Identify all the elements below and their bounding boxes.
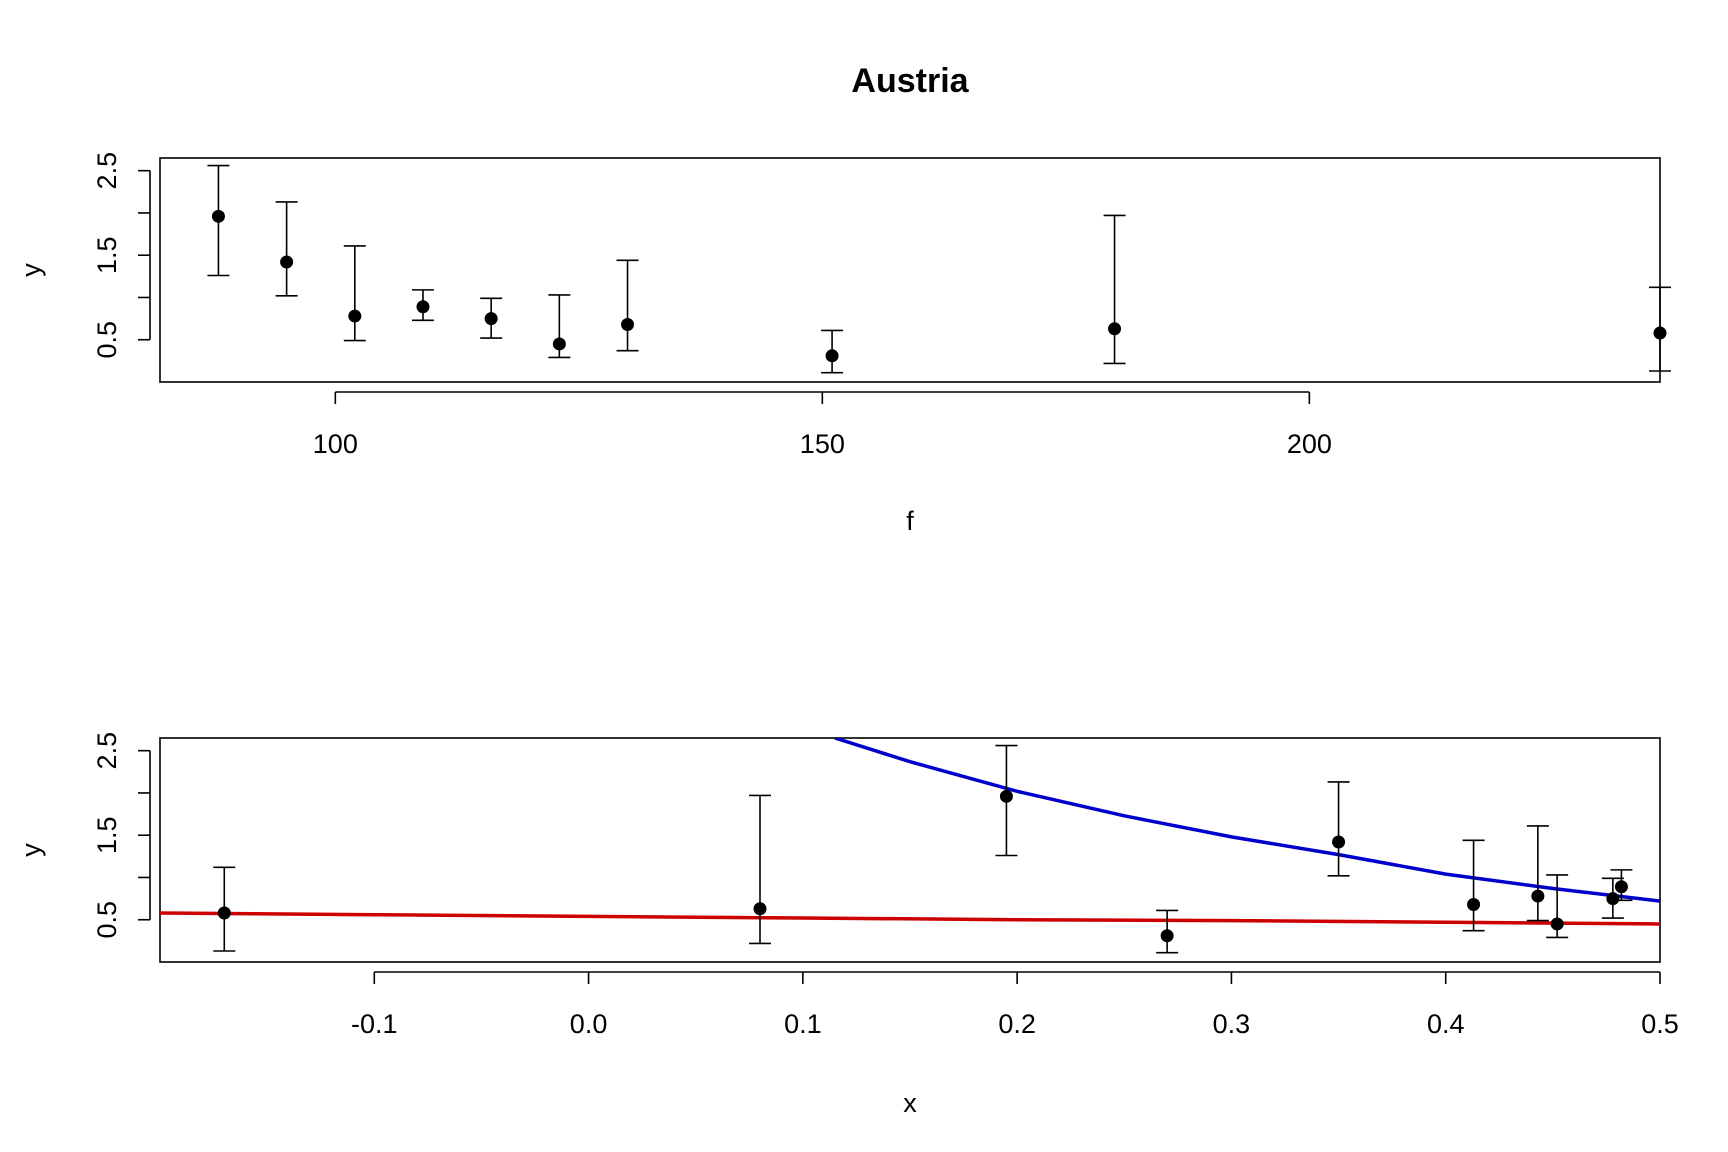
data-point-with-error-bar: [207, 164, 230, 277]
data-point-with-error-bar: [343, 245, 366, 342]
plot-frame: [159, 157, 1661, 383]
x-tick-label: 0.1: [784, 1009, 822, 1039]
data-point-with-error-bar: [616, 259, 639, 352]
y-tick-label: 2.5: [92, 152, 122, 190]
data-point: [1108, 322, 1122, 336]
data-point-with-error-bar: [1649, 286, 1671, 372]
data-point-with-error-bar: [548, 294, 571, 359]
data-point-with-error-bar: [213, 866, 236, 952]
data-point: [552, 337, 566, 351]
data-point: [1614, 880, 1628, 894]
data-point: [1531, 889, 1545, 903]
top-panel: 100 150 200 0.5 1.5 2.5 f y: [16, 152, 1671, 536]
x-tick-label: 200: [1287, 429, 1332, 459]
data-point: [753, 902, 767, 916]
x-tick-label: 0.2: [998, 1009, 1036, 1039]
data-point-with-error-bar: [1526, 825, 1549, 922]
x-axis: -0.1 0.0 0.1 0.2 0.3 0.4 0.5: [351, 971, 1679, 1039]
data-point: [1467, 898, 1481, 912]
data-point: [621, 318, 635, 332]
data-point-with-error-bar: [749, 794, 771, 945]
data-point-with-error-bar: [995, 744, 1018, 857]
data-marks: [213, 744, 1633, 954]
x-tick-label: 100: [313, 429, 358, 459]
data-point-with-error-bar: [1546, 874, 1569, 939]
x-axis-label: x: [903, 1088, 917, 1118]
y-tick-label: 1.5: [92, 816, 122, 854]
x-axis-label: f: [906, 506, 914, 536]
data-point: [416, 300, 430, 314]
x-tick-label: 0.5: [1641, 1009, 1679, 1039]
data-point: [1653, 326, 1667, 340]
data-point-with-error-bar: [480, 297, 503, 339]
blue-fit-line: [834, 738, 1660, 903]
data-point-with-error-bar: [1103, 214, 1126, 365]
data-point: [280, 255, 294, 269]
x-tick-label: -0.1: [351, 1009, 398, 1039]
data-point-with-error-bar: [411, 289, 434, 322]
y-tick-label: 0.5: [92, 321, 122, 359]
data-point-with-error-bar: [1327, 781, 1350, 877]
data-point: [211, 209, 225, 223]
y-axis-label: y: [16, 263, 46, 277]
y-tick-label: 2.5: [92, 732, 122, 770]
data-point: [1160, 929, 1174, 943]
y-axis: 0.5 1.5 2.5: [92, 732, 151, 939]
data-point-with-error-bar: [275, 201, 298, 297]
y-tick-label: 0.5: [92, 901, 122, 939]
data-point: [1606, 892, 1620, 906]
data-point: [1332, 835, 1346, 849]
data-marks: [207, 164, 1671, 374]
fit-curves: [160, 738, 1660, 926]
data-point-with-error-bar: [821, 329, 844, 374]
x-tick-label: 0.3: [1213, 1009, 1251, 1039]
chart-title: Austria: [851, 62, 969, 100]
data-point-with-error-bar: [1462, 839, 1485, 932]
y-axis: 0.5 1.5 2.5: [92, 152, 151, 359]
x-tick-label: 0.4: [1427, 1009, 1465, 1039]
red-fit-line: [160, 911, 1660, 926]
data-point: [1550, 917, 1564, 931]
x-axis: 100 150 200: [313, 391, 1332, 459]
data-point-with-error-bar: [1156, 909, 1179, 954]
bottom-panel: -0.1 0.0 0.1 0.2 0.3 0.4 0.5 0.5 1.5 2.5 x y: [16, 732, 1679, 1118]
data-point: [217, 906, 231, 920]
y-axis-label: y: [16, 843, 46, 857]
data-point: [348, 309, 362, 323]
data-point-with-error-bar: [1601, 877, 1624, 919]
data-point: [825, 349, 839, 363]
plot-frame: [159, 737, 1661, 963]
y-tick-label: 1.5: [92, 236, 122, 274]
data-point-with-error-bar: [1610, 869, 1633, 902]
data-point: [484, 312, 498, 326]
x-tick-label: 0.0: [570, 1009, 608, 1039]
x-tick-label: 150: [800, 429, 845, 459]
data-point: [999, 789, 1013, 803]
